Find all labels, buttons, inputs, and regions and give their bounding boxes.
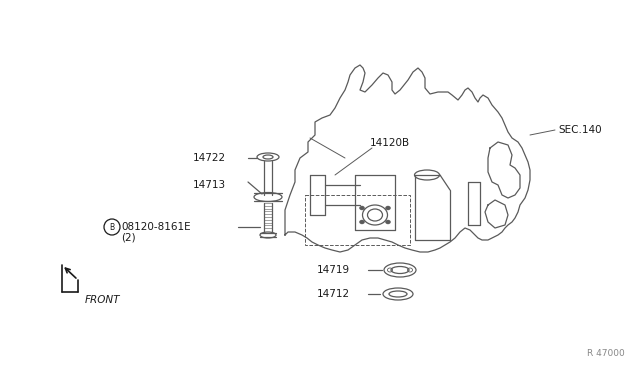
Text: 14712: 14712 <box>317 289 350 299</box>
Text: FRONT: FRONT <box>85 295 120 305</box>
Ellipse shape <box>360 220 365 224</box>
Text: 08120-8161E: 08120-8161E <box>121 222 191 232</box>
Text: 14722: 14722 <box>193 153 226 163</box>
Bar <box>305 195 410 245</box>
Ellipse shape <box>360 206 365 210</box>
Text: SEC.140: SEC.140 <box>558 125 602 135</box>
Text: 14120B: 14120B <box>370 138 410 148</box>
Ellipse shape <box>385 206 390 210</box>
Text: R 47000: R 47000 <box>588 349 625 358</box>
Text: 14713: 14713 <box>193 180 226 190</box>
Text: B: B <box>109 222 115 231</box>
Ellipse shape <box>385 220 390 224</box>
Text: 14719: 14719 <box>317 265 350 275</box>
Text: (2): (2) <box>121 233 136 243</box>
